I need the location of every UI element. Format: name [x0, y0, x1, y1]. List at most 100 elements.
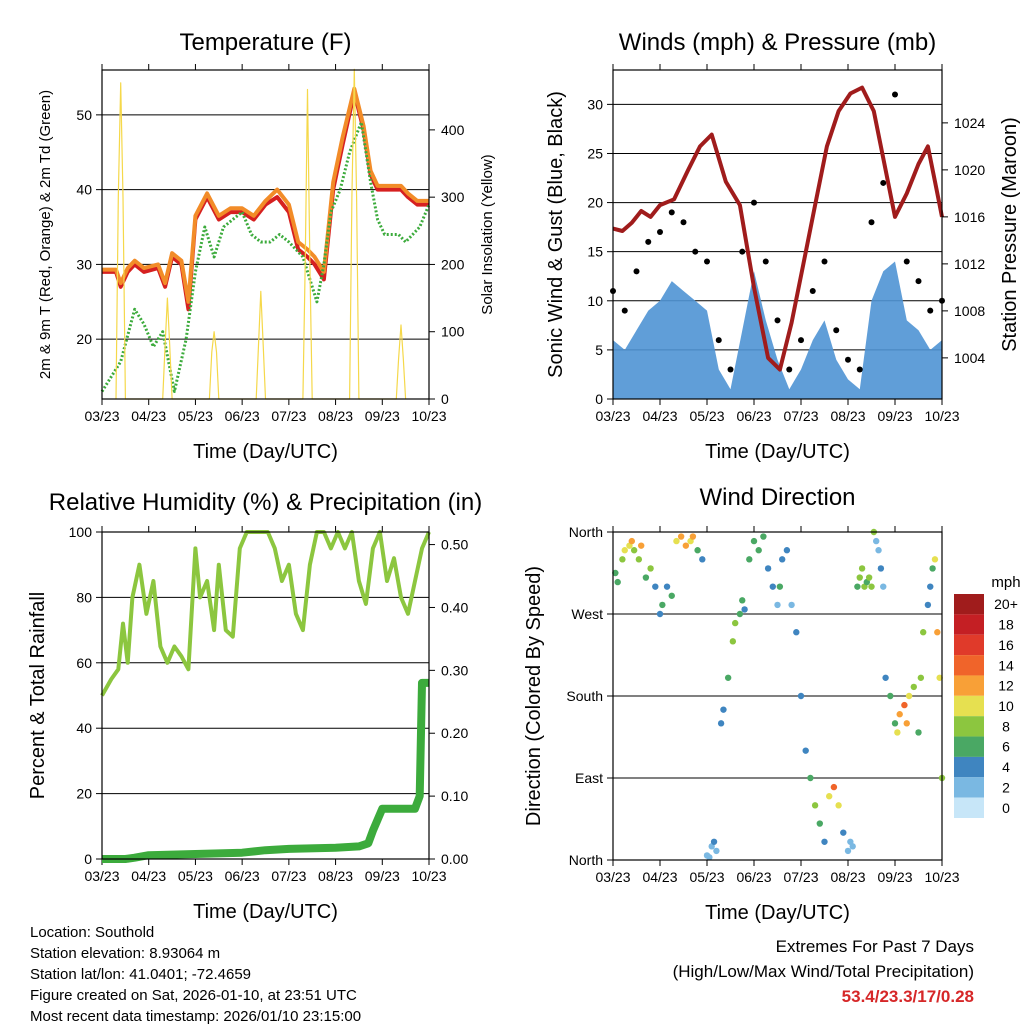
gust-point [798, 337, 804, 344]
direction-point [746, 556, 753, 563]
x-tick-label: 06/23 [225, 868, 260, 884]
direction-point [699, 556, 706, 563]
colorbar-label: 12 [998, 678, 1014, 694]
station-latlon: Station lat/lon: 41.0401; -72.4659 [30, 966, 252, 983]
direction-point [642, 574, 650, 581]
y2-tick-label: 400 [441, 122, 465, 138]
x-tick-label: 04/23 [642, 408, 677, 424]
y-tick-label: 20 [76, 786, 92, 802]
y-tick-label: South [566, 688, 603, 704]
y2-tick-label: 1024 [954, 115, 985, 131]
direction-point [894, 729, 901, 736]
direction-point [776, 583, 784, 590]
panel-2-title: Relative Humidity (%) & Precipitation (i… [49, 489, 482, 516]
panel-0-xlabel: Time (Day/UTC) [193, 441, 338, 463]
colorbar-label: 0 [1002, 800, 1010, 816]
x-tick-label: 09/23 [365, 408, 400, 424]
y2-tick-label: 1016 [954, 209, 985, 225]
direction-point [694, 547, 701, 554]
direction-point [929, 565, 936, 572]
direction-point [917, 674, 925, 681]
panel-1-y2label: Station Pressure (Maroon) [999, 117, 1021, 352]
series-9m-t [102, 86, 429, 304]
y-tick-label: 25 [587, 145, 603, 161]
y-tick-label: 100 [69, 524, 93, 540]
y-tick-label: 10 [587, 293, 603, 309]
y-tick-label: 5 [595, 342, 603, 358]
x-tick-label: 06/23 [736, 869, 771, 885]
direction-point [638, 542, 645, 549]
y2-tick-label: 0.40 [441, 599, 468, 615]
direction-point [736, 610, 744, 618]
direction-point [739, 597, 746, 604]
direction-point [779, 556, 786, 563]
gust-point [762, 258, 769, 265]
direction-point [844, 847, 852, 855]
direction-point [920, 629, 927, 636]
gust-point [915, 278, 922, 285]
direction-point [741, 606, 748, 613]
gust-point [809, 287, 816, 294]
y2-tick-label: 0 [441, 391, 449, 407]
direction-point [875, 547, 882, 554]
direction-point [811, 802, 819, 809]
x-tick-label: 05/23 [178, 868, 213, 884]
direction-point [927, 583, 934, 590]
direction-point [873, 537, 880, 545]
direction-point [903, 720, 910, 727]
y2-tick-label: 1020 [954, 162, 985, 178]
x-tick-label: 07/23 [271, 868, 306, 884]
gust-point [751, 199, 757, 206]
y-tick-label: 30 [76, 256, 92, 272]
colorbar-swatch [954, 797, 984, 818]
y-tick-label: 40 [76, 720, 92, 736]
direction-point [783, 547, 791, 554]
direction-point [769, 583, 776, 590]
direction-point [830, 783, 838, 791]
colorbar-label: 16 [998, 637, 1014, 653]
y2-tick-label: 300 [441, 189, 465, 205]
colorbar-swatch [954, 675, 984, 696]
direction-point [760, 533, 767, 540]
x-tick-label: 07/23 [271, 408, 306, 424]
panel-0-y2label: Solar Insolation (Yellow) [479, 154, 496, 314]
direction-point [905, 692, 913, 700]
direction-point [612, 569, 619, 577]
y-tick-label: 0 [84, 851, 92, 867]
series-solar-insolation [115, 68, 407, 400]
gust-point [833, 327, 840, 334]
x-tick-label: 09/23 [877, 408, 912, 424]
y-tick-label: North [569, 852, 603, 868]
x-tick-label: 05/23 [178, 408, 213, 424]
station-elevation: Station elevation: 8.93064 m [30, 945, 221, 962]
direction-point [840, 829, 847, 836]
x-tick-label: 03/23 [84, 868, 119, 884]
direction-point [668, 592, 675, 599]
station-info: Location: Southold Station elevation: 8.… [30, 922, 361, 1027]
x-tick-label: 06/23 [225, 408, 260, 424]
direction-point [724, 674, 732, 681]
direction-point [774, 601, 781, 609]
colorbar-label: 4 [1002, 759, 1010, 775]
panel-3-xlabel: Time (Day/UTC) [705, 902, 850, 924]
x-tick-label: 10/23 [924, 408, 959, 424]
x-tick-label: 05/23 [689, 869, 724, 885]
colorbar-label: 10 [998, 698, 1014, 714]
direction-point [849, 843, 856, 850]
direction-point [877, 565, 885, 572]
direction-point [628, 537, 635, 545]
y2-tick-label: 1008 [954, 303, 985, 319]
direction-point [656, 610, 664, 618]
direction-point [673, 537, 680, 545]
figure-created: Figure created on Sat, 2026-01-10, at 23… [30, 987, 357, 1004]
plot-border [101, 531, 430, 860]
series-station-pressure [612, 85, 944, 372]
gust-point [727, 366, 734, 373]
y-tick-label: West [571, 606, 603, 622]
colorbar-title: mph [991, 574, 1020, 591]
direction-point [910, 683, 917, 691]
series-relative-humidity [100, 530, 431, 697]
extremes-values: 53.4/23.3/17/0.28 [841, 987, 974, 1006]
y2-tick-label: 100 [441, 324, 465, 340]
panel-1-xlabel: Time (Day/UTC) [705, 441, 850, 463]
